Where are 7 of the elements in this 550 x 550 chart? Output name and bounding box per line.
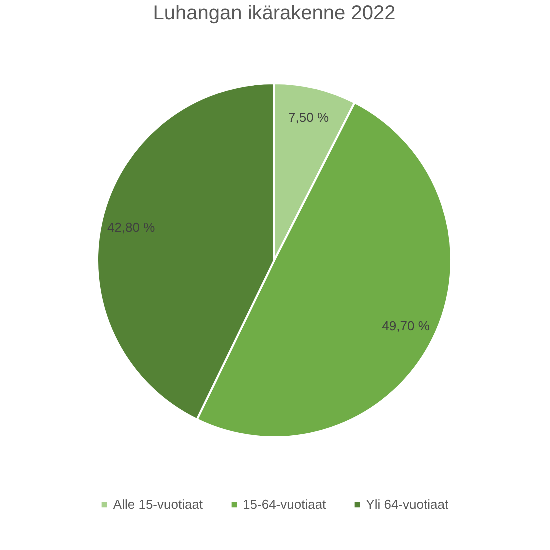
data-label: 42,80 %: [107, 220, 156, 236]
chart-title: Luhangan ikärakenne 2022: [153, 2, 396, 24]
legend-label: Yli 64-vuotiaat: [366, 497, 449, 512]
legend-label: 15-64-vuotiaat: [243, 497, 326, 512]
data-label: 49,70 %: [382, 318, 430, 334]
legend-label: Alle 15-vuotiaat: [113, 497, 204, 512]
data-label: 7,50 %: [288, 110, 330, 126]
